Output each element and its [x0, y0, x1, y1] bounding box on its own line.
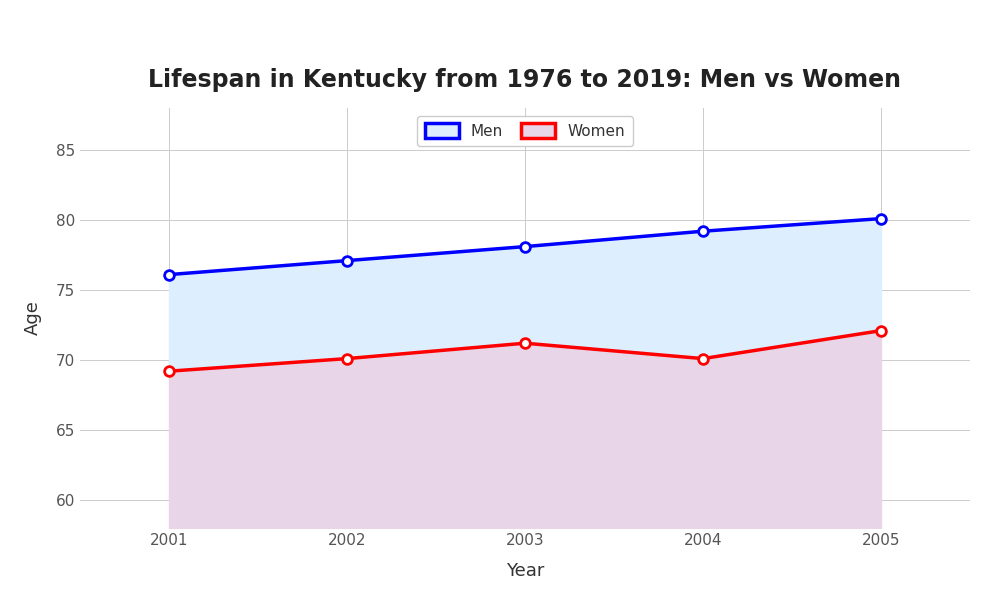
- X-axis label: Year: Year: [506, 562, 544, 580]
- Title: Lifespan in Kentucky from 1976 to 2019: Men vs Women: Lifespan in Kentucky from 1976 to 2019: …: [148, 68, 902, 92]
- Y-axis label: Age: Age: [24, 301, 42, 335]
- Legend: Men, Women: Men, Women: [417, 116, 633, 146]
